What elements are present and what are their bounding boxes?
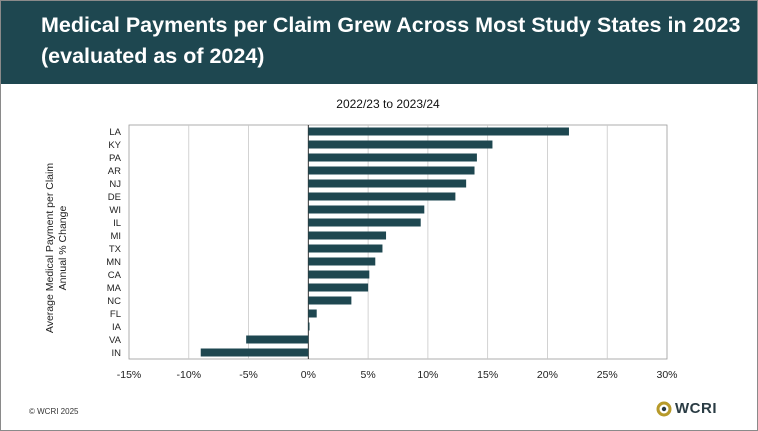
bar-ca [308,270,370,279]
chart-title: 2022/23 to 2023/24 [336,97,440,111]
plot-area-frame [128,124,668,360]
category-label: LA [109,127,121,138]
bar-ky [308,140,493,149]
category-label: IN [112,348,122,359]
y-axis-label-line: Average Medical Payment per Claim [44,163,56,333]
bar-nc [308,296,352,305]
y-axis-label: Average Medical Payment per Claim Annual … [44,163,69,333]
bar-ma [308,283,369,292]
category-label: MA [107,283,122,294]
bar-tx [308,244,383,253]
bar-in [200,348,309,357]
category-label: WI [109,205,121,216]
bar-il [308,218,421,227]
copyright-text: © WCRI 2025 [29,407,79,416]
x-tick-label: 25% [597,369,618,381]
category-label: DE [108,192,121,203]
category-label: IL [113,218,121,229]
bar-nj [308,179,467,188]
bar-va [246,335,309,344]
category-label: IA [112,322,122,333]
category-label: KY [108,140,121,151]
bar-ia [308,322,310,331]
bar-mn [308,257,376,266]
title-band: Medical Payments per Claim Grew Across M… [1,1,757,84]
bar-mi [308,231,387,240]
category-label: MN [106,257,121,268]
category-label: TX [109,244,122,255]
category-label: CA [108,270,122,281]
x-tick-label: 5% [361,369,376,381]
bar-wi [308,205,425,214]
y-axis-label-line: Annual % Change [57,206,69,291]
slide-title: Medical Payments per Claim Grew Across M… [41,13,741,68]
x-tick-label: 10% [417,369,438,381]
bar-ar [308,166,475,175]
category-label: MI [110,231,121,242]
wcri-logo: WCRI [656,400,717,417]
category-label: AR [108,166,121,177]
bar-fl [308,309,317,318]
category-label: VA [109,335,122,346]
x-tick-label: -10% [177,369,202,381]
category-label: FL [110,309,121,320]
logo-text: WCRI [675,400,717,417]
x-tick-label: 30% [656,369,677,381]
x-tick-label: 15% [477,369,498,381]
bar-la [308,127,569,136]
x-tick-label: 20% [537,369,558,381]
bar-de [308,192,456,201]
category-label: NC [107,296,121,307]
x-tick-label: 0% [301,369,316,381]
bar-pa [308,153,477,162]
category-label: PA [109,153,122,164]
logo-ring-icon [656,401,672,416]
category-label: NJ [109,179,121,190]
x-tick-label: -15% [117,369,142,381]
x-tick-label: -5% [239,369,258,381]
